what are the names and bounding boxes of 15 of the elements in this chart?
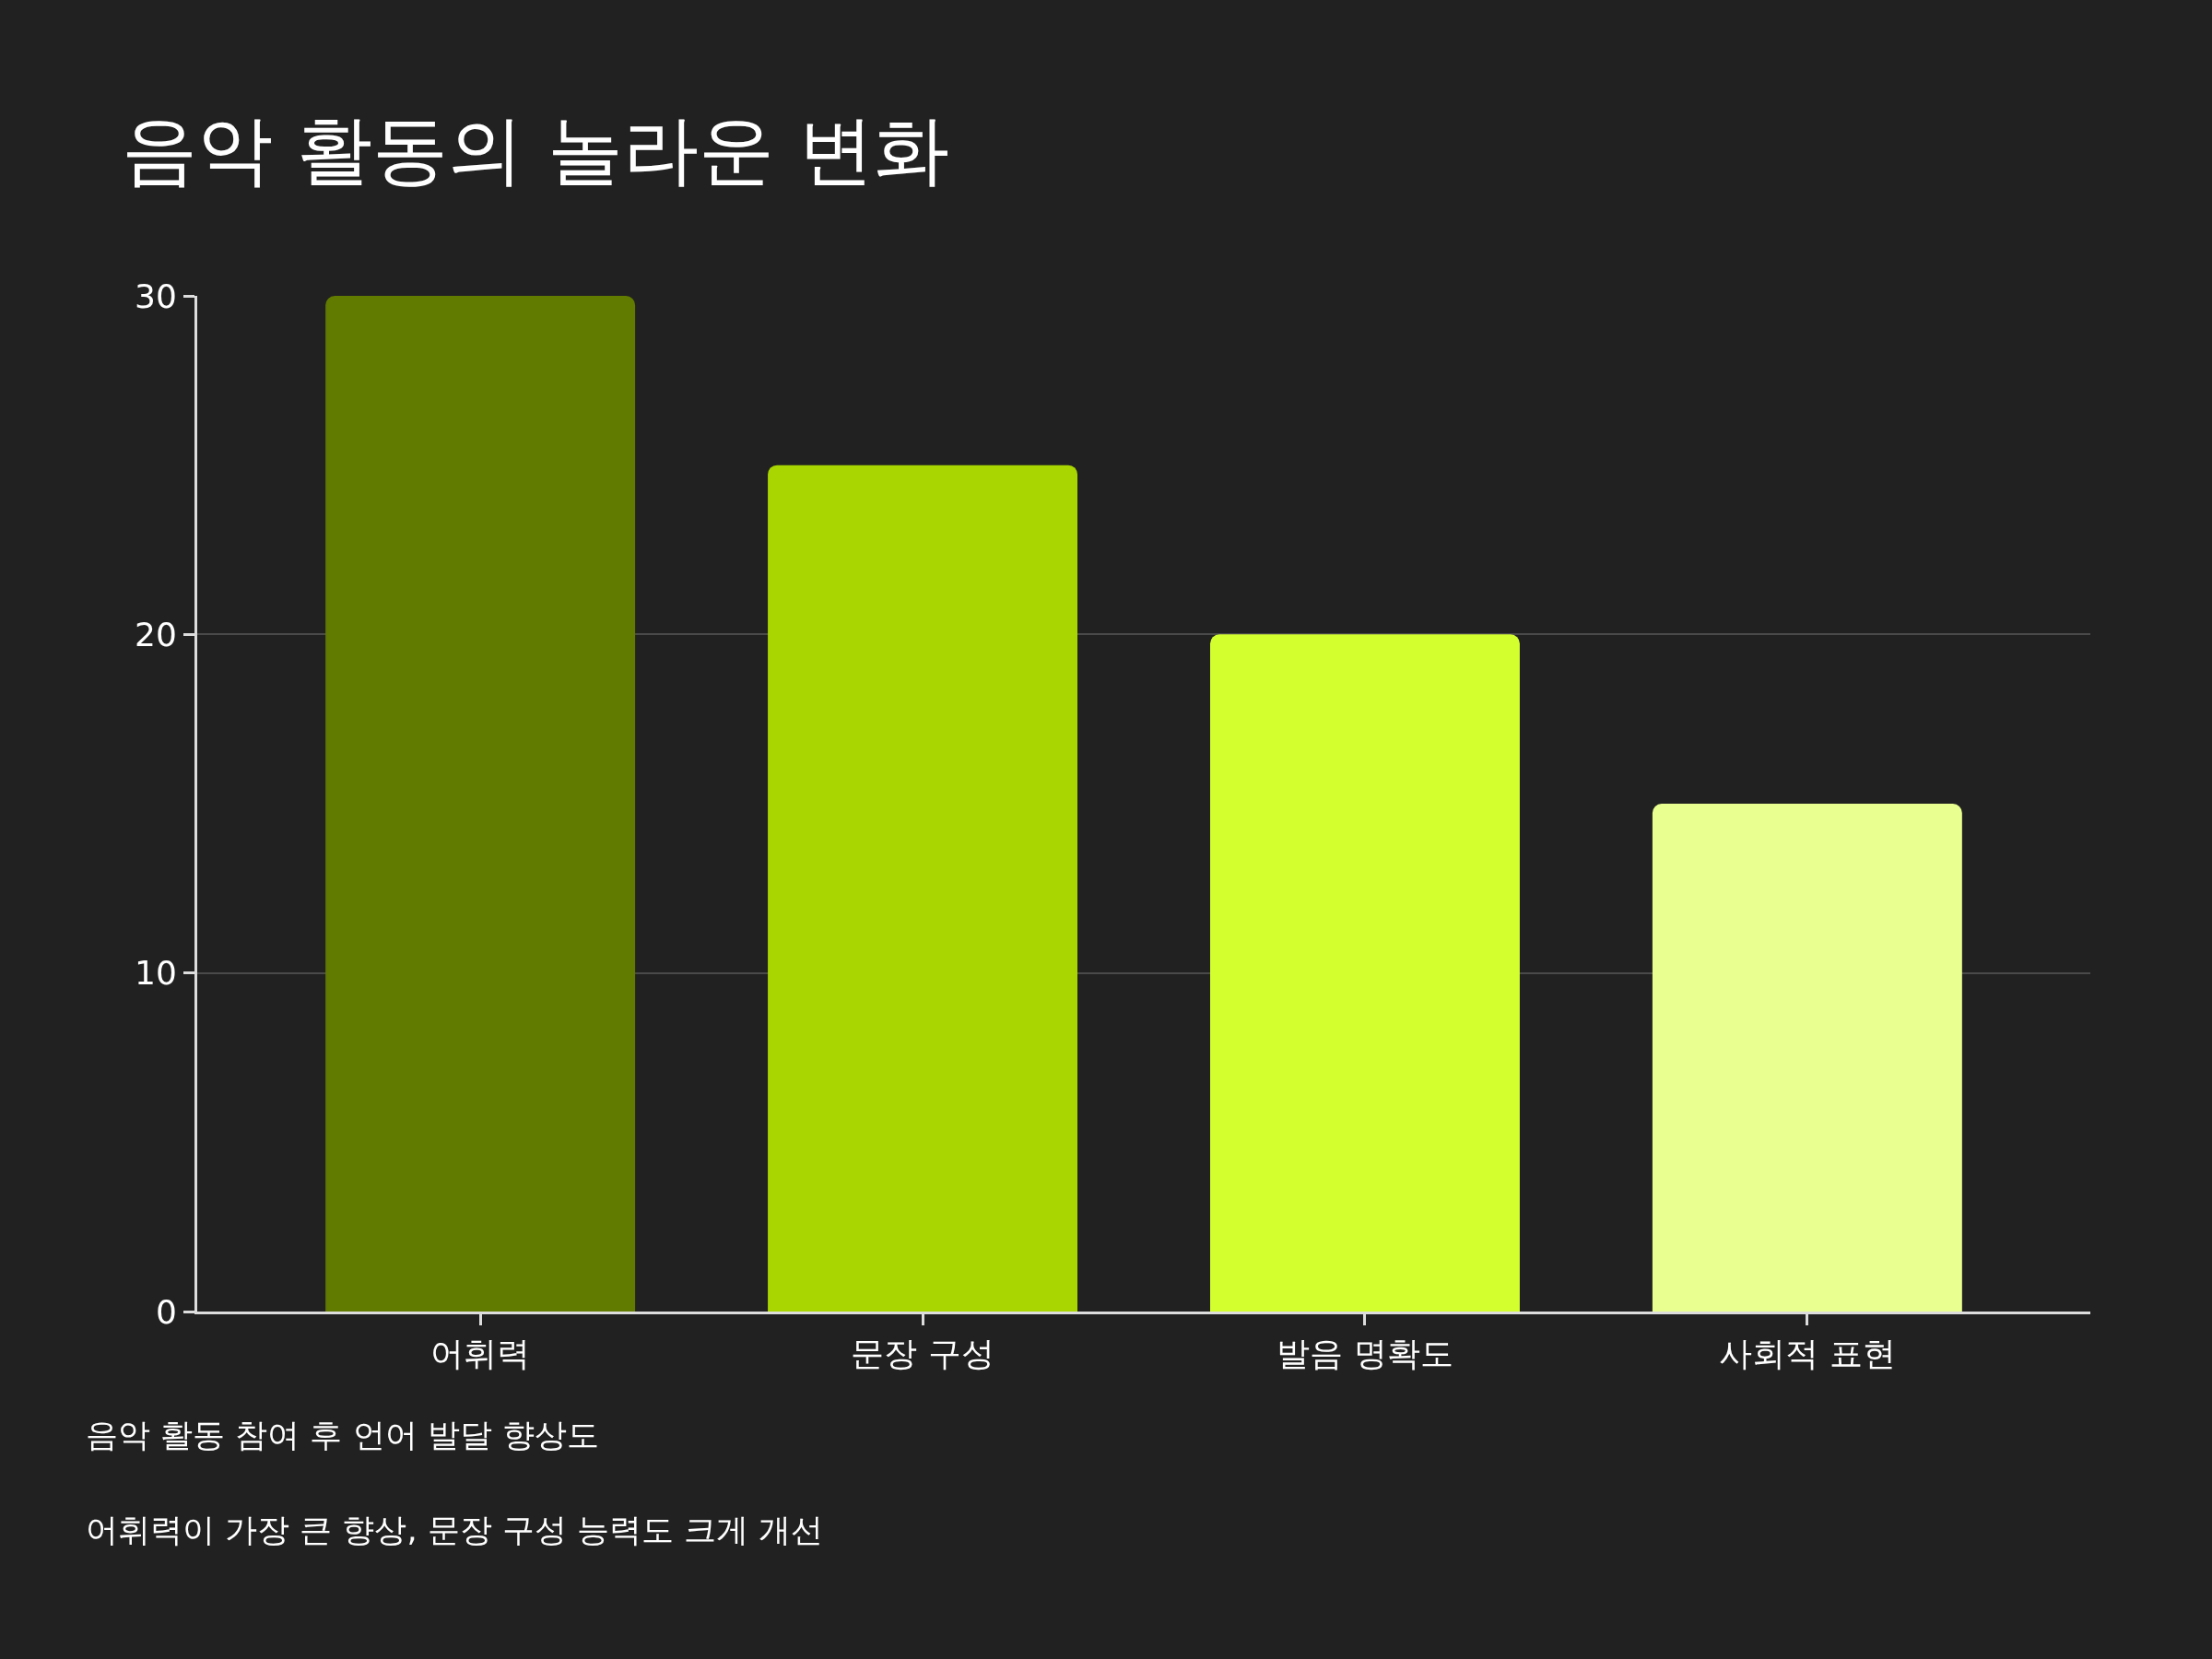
y-tick-label: 10 [134, 954, 177, 993]
text: 어휘력이 가장 큰 향상, 문장 구성 능력도 크게 개선 [86, 1512, 824, 1548]
chart-title: 음악 활동의 놀라운 변화 [122, 105, 950, 194]
bar [1209, 634, 1520, 1312]
y-tick-label: 20 [134, 615, 177, 653]
bar [1652, 804, 1962, 1312]
bar [325, 296, 636, 1312]
x-tick-label: 사회적 표현 [1719, 1335, 1896, 1373]
x-tick-label: 발음 명확도 [1277, 1335, 1453, 1373]
text: 음악 활동 참여 후 언어 발달 향상도 [86, 1417, 599, 1453]
bar [768, 465, 1078, 1312]
y-tick-label: 0 [155, 1292, 177, 1331]
x-tick-label: 어휘력 [430, 1335, 531, 1373]
y-tick-label: 30 [134, 276, 177, 315]
x-tick-label: 문장 구성 [851, 1335, 994, 1373]
